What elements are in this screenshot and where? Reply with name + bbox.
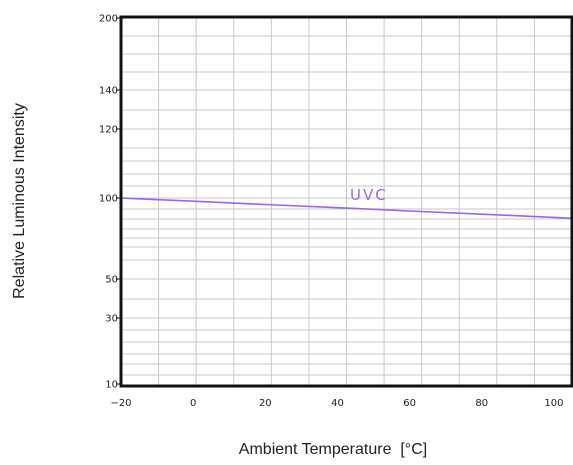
x-tick-label: 20 xyxy=(259,398,272,409)
y-tick-label: 30 xyxy=(105,314,118,325)
series-line-uvc xyxy=(120,197,573,220)
series-label-uvc: UVC xyxy=(350,186,388,204)
x-tick-label: 60 xyxy=(403,398,416,409)
x-tick-label: −20 xyxy=(110,398,131,409)
x-tick-label: 40 xyxy=(331,398,344,409)
y-axis-title: Relative Luminous Intensity xyxy=(11,103,28,299)
y-tick-label: 50 xyxy=(105,275,118,286)
y-tick-label: 100 xyxy=(99,194,118,205)
x-tick-label: 0 xyxy=(190,398,196,409)
x-tick-label: 80 xyxy=(475,398,488,409)
plot-frame xyxy=(119,15,573,388)
x-tick-label: 100 xyxy=(544,398,563,409)
x-axis-title: Ambient Temperature [°C] xyxy=(239,441,427,458)
y-tick-label: 200 xyxy=(99,14,118,25)
grid xyxy=(121,17,572,386)
y-axis-ticks: 200 140 120 100 50 30 10 xyxy=(99,14,121,391)
y-tick-label: 140 xyxy=(99,86,118,97)
x-axis-ticks: −20 0 20 40 60 80 100 xyxy=(110,398,563,409)
y-tick-label: 10 xyxy=(105,380,118,391)
series-layer xyxy=(120,197,573,220)
y-tick-label: 120 xyxy=(99,125,118,136)
